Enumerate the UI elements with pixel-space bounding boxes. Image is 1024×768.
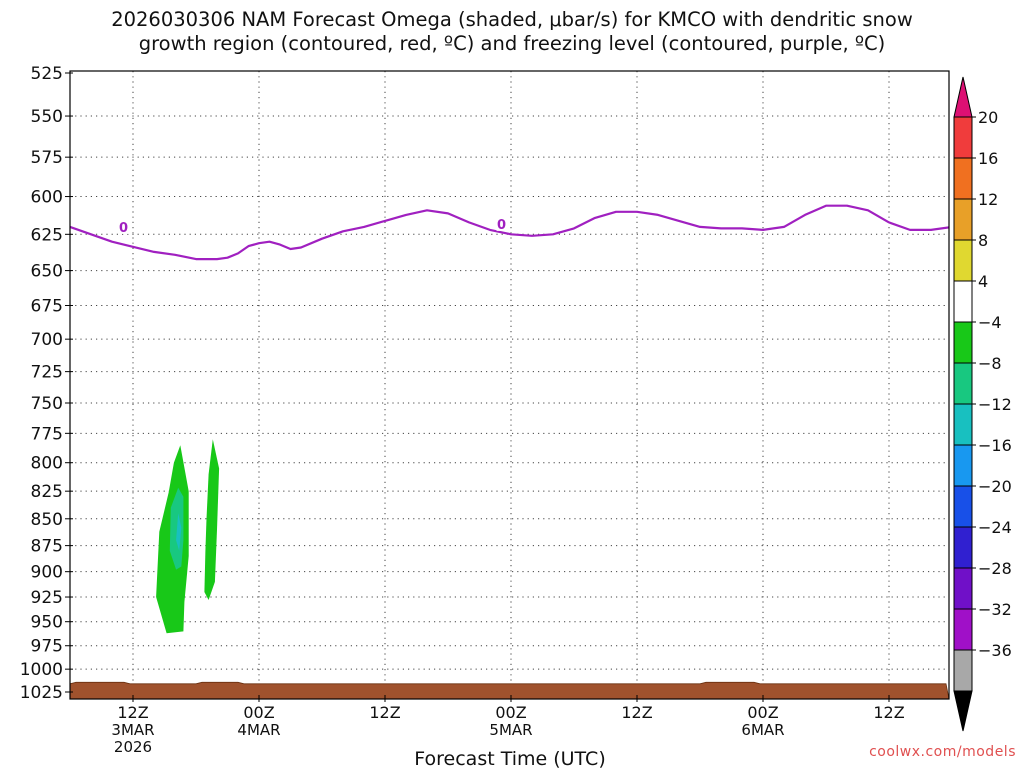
x-tick-label: 00Z (747, 703, 778, 722)
y-tick-label: 775 (31, 424, 63, 444)
grid (70, 71, 949, 699)
colorbar-swatch (953, 362, 973, 405)
x-tick-label: 4MAR (237, 721, 280, 739)
x-tick-label: 3MAR (111, 721, 154, 739)
colorbar-label: −24 (978, 518, 1012, 537)
omega-region (176, 513, 182, 551)
colorbar-bottom-triangle (953, 690, 973, 732)
colorbar-label: 4 (978, 272, 988, 291)
x-tick-label: 00Z (243, 703, 274, 722)
y-tick-label: 700 (31, 330, 63, 350)
colorbar-label: 12 (978, 190, 998, 209)
x-tick-label: 2026 (114, 738, 152, 756)
colorbar-swatch (953, 403, 973, 446)
colorbar-swatch (953, 608, 973, 651)
x-tick-label: 5MAR (489, 721, 532, 739)
y-tick-label: 650 (31, 262, 63, 282)
colorbar-label: 8 (978, 231, 988, 250)
y-tick-label: 900 (31, 563, 63, 583)
plot-frame (69, 70, 950, 700)
chart-title: 2026030306 NAM Forecast Omega (shaded, μ… (0, 8, 1024, 56)
y-tick-label: 800 (31, 454, 63, 474)
y-tick-label: 600 (31, 188, 63, 208)
colorbar-swatch (953, 444, 973, 487)
colorbar-label: 16 (978, 149, 998, 168)
y-tick-label: 875 (31, 537, 63, 557)
colorbar-swatch (953, 567, 973, 610)
colorbar-label: −28 (978, 559, 1012, 578)
freezing-level-label: 0 (119, 221, 128, 236)
title-line-1: 2026030306 NAM Forecast Omega (shaded, μ… (111, 8, 913, 31)
colorbar-swatch (953, 321, 973, 364)
y-tick-label: 550 (31, 107, 63, 127)
colorbar-label: −4 (978, 313, 1002, 332)
x-axis-label: Forecast Time (UTC) (414, 748, 605, 768)
contour-label-bg (496, 215, 507, 231)
y-tick-label: 1025 (20, 683, 63, 703)
colorbar-swatch (953, 239, 973, 282)
y-tick-label: 725 (31, 363, 63, 383)
x-tick-label: 00Z (495, 703, 526, 722)
colorbar-swatch (953, 157, 973, 200)
colorbar-swatch (953, 280, 973, 323)
colorbar-label: −36 (978, 641, 1012, 660)
colorbar-top-triangle (953, 76, 973, 118)
x-tick-label: 12Z (117, 703, 148, 722)
freezing-level-line (70, 204, 949, 261)
y-tick-label: 750 (31, 394, 63, 414)
y-axis: 525 550 575 600 625 650 675 700 725 750 775 800 825 8… (20, 64, 73, 703)
y-tick-label: 975 (31, 637, 63, 657)
omega-region (204, 439, 220, 600)
colorbar-swatch (953, 649, 973, 692)
colorbar-label: −8 (978, 354, 1002, 373)
surface-terrain (70, 681, 949, 699)
x-tick-label: 12Z (873, 703, 904, 722)
freezing-level-label: 0 (497, 218, 506, 233)
y-tick-label: 1000 (20, 660, 63, 680)
colorbar-swatch (953, 198, 973, 241)
x-tick-label: 12Z (369, 703, 400, 722)
y-tick-label: 850 (31, 510, 63, 530)
y-tick-label: 525 (31, 64, 63, 84)
colorbar-swatch (953, 116, 973, 159)
y-tick-label: 825 (31, 482, 63, 502)
y-tick-label: 625 (31, 225, 63, 245)
x-tick-label: 6MAR (741, 721, 784, 739)
colorbar-label: −20 (978, 477, 1012, 496)
colorbar-label: 20 (978, 108, 998, 127)
colorbar-label: −12 (978, 395, 1012, 414)
y-tick-label: 575 (31, 148, 63, 168)
x-tick-label: 12Z (621, 703, 652, 722)
omega-shading (156, 439, 220, 634)
colorbar-swatch (953, 526, 973, 569)
contour-label-bg (118, 218, 129, 234)
title-line-2: growth region (contoured, red, ºC) and f… (138, 32, 886, 55)
colorbar-swatch (953, 485, 973, 528)
y-tick-label: 925 (31, 588, 63, 608)
colorbar-label: −32 (978, 600, 1012, 619)
source-watermark: coolwx.com/models (869, 744, 1016, 760)
colorbar-legend: 20 16 12 8 4 −4 −8 −12 −16 −20 −24 −28 −32 −36 (953, 76, 1012, 732)
omega-region (169, 487, 184, 570)
y-tick-label: 675 (31, 297, 63, 317)
terrain-band (70, 681, 949, 699)
colorbar-label: −16 (978, 436, 1012, 455)
y-tick-label: 950 (31, 613, 63, 633)
